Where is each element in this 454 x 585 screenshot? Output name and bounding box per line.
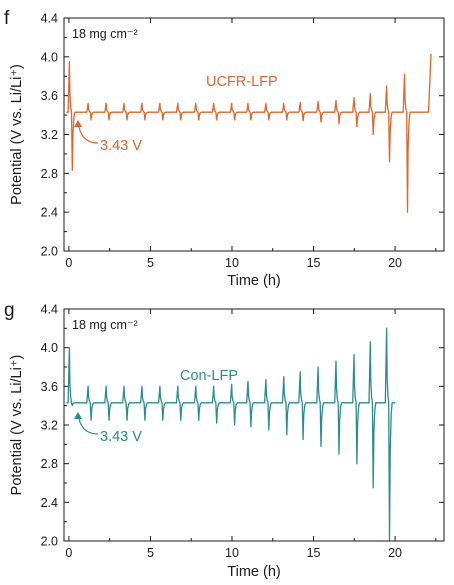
y-tick-label: 3.2 [41,419,58,433]
y-tick-label: 4.4 [41,12,58,26]
annotation-label: 3.43 V [100,138,142,154]
x-tick-label: 5 [147,256,154,270]
plot-frame [63,17,445,252]
x-tick-label: 0 [65,546,72,560]
annotation-label: 3.43 V [100,429,142,445]
annotation-arrow [77,120,99,144]
x-axis-title: Time (h) [227,273,280,289]
chart-panel-ucfr-lfp: f 2.0 2.4 2.8 3.2 3.6 4.0 4.4 0 5 10 15 20 18 mg c… [4,8,445,289]
y-tick-label: 2.0 [41,245,58,259]
y-tick-label: 2.8 [41,457,58,471]
panel-label: g [4,300,15,321]
y-tick-label: 4.4 [41,303,58,317]
x-tick-label: 15 [307,546,321,560]
chart-panel-con-lfp: g 2.0 2.4 2.8 3.2 3.6 4.0 4.4 0 5 10 15 20 18 mg c… [4,300,445,580]
y-tick-label: 2.4 [41,206,58,220]
x-tick-label: 5 [147,546,154,560]
y-tick-label: 2.8 [41,167,58,181]
annotation-arrowhead [74,120,82,127]
annotation-arrowhead [74,412,82,419]
y-tick-label: 2.0 [41,535,58,549]
annotation-arrow [77,412,99,435]
y-axis-ticks: 2.0 2.4 2.8 3.2 3.6 4.0 4.4 [41,303,444,549]
y-axis-title: Potential (V vs. Li/Li⁺) [9,355,25,496]
y-tick-label: 3.6 [41,89,58,103]
series-label: UCFR-LFP [206,74,278,90]
y-axis-title: Potential (V vs. Li/Li⁺) [9,64,25,205]
series-label: Con-LFP [180,368,238,384]
y-axis-ticks: 2.0 2.4 2.8 3.2 3.6 4.0 4.4 [41,12,444,259]
x-axis-ticks: 0 5 10 15 20 [65,309,437,560]
y-tick-label: 3.6 [41,380,58,394]
series-trace [66,327,396,542]
series-trace [66,53,432,213]
y-tick-label: 4.0 [41,341,58,355]
plot-frame [63,308,445,542]
x-tick-label: 15 [307,256,321,270]
x-axis-title: Time (h) [227,564,280,580]
x-tick-label: 10 [225,546,239,560]
loading-label: 18 mg cm⁻² [72,318,138,332]
x-tick-label: 20 [388,546,402,560]
y-tick-label: 3.2 [41,128,58,142]
loading-label: 18 mg cm⁻² [72,27,138,41]
panel-label: f [4,8,10,29]
x-tick-label: 0 [65,256,72,270]
x-tick-label: 10 [225,256,239,270]
series-line [66,327,396,542]
y-tick-label: 4.0 [41,50,58,64]
y-tick-label: 2.4 [41,496,58,510]
x-tick-label: 20 [388,256,402,270]
series-line [66,53,432,213]
